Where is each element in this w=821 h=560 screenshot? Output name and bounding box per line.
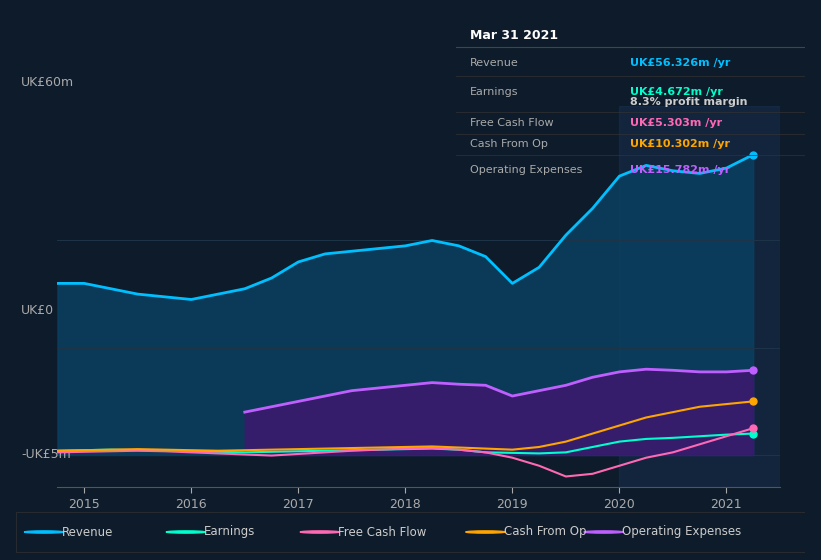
Text: Free Cash Flow: Free Cash Flow bbox=[470, 118, 553, 128]
Circle shape bbox=[584, 531, 623, 533]
Text: Revenue: Revenue bbox=[470, 58, 518, 68]
Text: 8.3% profit margin: 8.3% profit margin bbox=[631, 97, 748, 108]
Text: UK£4.672m /yr: UK£4.672m /yr bbox=[631, 87, 723, 96]
Text: UK£0: UK£0 bbox=[21, 304, 54, 316]
Bar bbox=[619, 106, 780, 487]
Text: UK£15.782m /yr: UK£15.782m /yr bbox=[631, 165, 731, 175]
Circle shape bbox=[466, 531, 505, 533]
Text: UK£56.326m /yr: UK£56.326m /yr bbox=[631, 58, 731, 68]
Text: UK£5.303m /yr: UK£5.303m /yr bbox=[631, 118, 722, 128]
Text: Cash From Op: Cash From Op bbox=[470, 139, 548, 150]
Text: Free Cash Flow: Free Cash Flow bbox=[338, 525, 426, 539]
Text: Earnings: Earnings bbox=[470, 87, 518, 96]
Circle shape bbox=[300, 531, 340, 533]
Text: Operating Expenses: Operating Expenses bbox=[621, 525, 741, 539]
Text: UK£10.302m /yr: UK£10.302m /yr bbox=[631, 139, 730, 150]
Text: Mar 31 2021: Mar 31 2021 bbox=[470, 29, 557, 41]
Text: UK£60m: UK£60m bbox=[21, 76, 75, 89]
Text: Cash From Op: Cash From Op bbox=[503, 525, 586, 539]
Circle shape bbox=[166, 531, 205, 533]
Text: -UK£5m: -UK£5m bbox=[21, 449, 71, 461]
Text: Earnings: Earnings bbox=[204, 525, 255, 539]
Circle shape bbox=[25, 531, 64, 533]
Text: Operating Expenses: Operating Expenses bbox=[470, 165, 582, 175]
Text: Revenue: Revenue bbox=[62, 525, 113, 539]
